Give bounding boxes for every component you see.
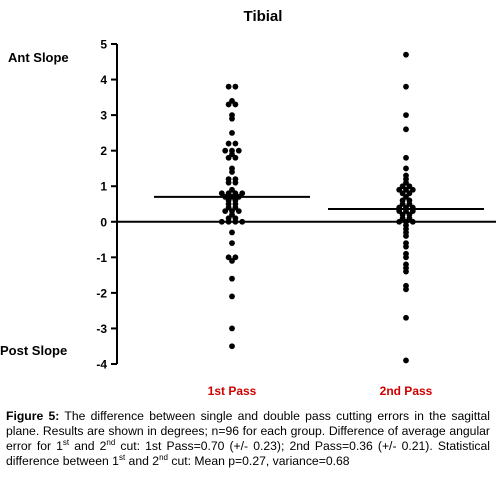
data-point bbox=[403, 51, 409, 58]
chart-title: Tibial bbox=[243, 8, 283, 25]
data-point bbox=[396, 218, 403, 225]
data-point bbox=[222, 208, 229, 215]
data-point bbox=[232, 101, 239, 108]
scatter-plot: 5 4 3 2 1 0 -1 -2 -3 -4 1st Pass 2nd Pass bbox=[96, 38, 496, 398]
data-point bbox=[235, 147, 242, 154]
data-point bbox=[403, 286, 409, 293]
y-tick-label: -3 bbox=[96, 322, 107, 336]
data-point bbox=[229, 115, 235, 122]
ant-slope-label: Ant Slope bbox=[8, 50, 69, 65]
x-category-label: 2nd Pass bbox=[380, 384, 433, 398]
data-point bbox=[403, 268, 409, 275]
x-category-label: 1st Pass bbox=[208, 384, 257, 398]
data-point bbox=[232, 140, 239, 147]
data-point bbox=[235, 208, 242, 215]
y-tick-label: -2 bbox=[96, 286, 107, 300]
y-tick-label: 4 bbox=[100, 73, 107, 87]
data-point bbox=[229, 275, 235, 282]
data-point bbox=[225, 140, 232, 147]
y-tick-label: -4 bbox=[96, 358, 107, 372]
chart-area: Tibial Ant Slope Post Slope 5 4 3 2 1 0 -1 -2 -3… bbox=[0, 8, 496, 398]
data-point bbox=[403, 165, 409, 172]
data-point bbox=[229, 325, 235, 332]
data-point bbox=[403, 254, 409, 261]
data-point bbox=[218, 218, 225, 225]
data-point bbox=[239, 218, 246, 225]
data-point bbox=[225, 101, 232, 108]
data-point bbox=[403, 357, 409, 364]
data-point bbox=[403, 233, 409, 239]
y-tick-label: -1 bbox=[96, 251, 107, 265]
y-tick-label: 3 bbox=[100, 109, 107, 123]
data-point bbox=[403, 154, 409, 161]
y-tick-label: 2 bbox=[100, 144, 107, 158]
y-tick-label: 5 bbox=[100, 38, 107, 52]
data-point bbox=[403, 83, 409, 90]
figure-caption: Figure 5: The difference between single … bbox=[6, 409, 490, 469]
caption-label: Figure 5: bbox=[6, 409, 60, 423]
y-tick-label: 0 bbox=[100, 215, 107, 229]
data-point bbox=[229, 293, 235, 300]
data-point bbox=[225, 179, 232, 186]
data-point bbox=[229, 343, 235, 350]
data-point bbox=[222, 147, 229, 154]
data-point bbox=[229, 257, 235, 264]
data-point bbox=[225, 218, 232, 225]
data-point bbox=[232, 179, 239, 186]
post-slope-label: Post Slope bbox=[0, 343, 68, 358]
data-point bbox=[229, 240, 235, 247]
data-point bbox=[409, 218, 416, 225]
data-point bbox=[229, 229, 235, 236]
data-point bbox=[225, 83, 232, 90]
data-point bbox=[403, 243, 409, 250]
y-tick-label: 1 bbox=[100, 180, 107, 194]
data-point bbox=[403, 126, 409, 133]
caption-text: The difference between single and double… bbox=[6, 409, 490, 468]
data-point bbox=[403, 112, 409, 119]
data-point bbox=[229, 169, 235, 175]
data-point bbox=[232, 218, 239, 225]
data-point bbox=[232, 154, 239, 161]
data-point bbox=[403, 314, 409, 321]
data-point bbox=[229, 129, 235, 136]
data-point bbox=[232, 83, 239, 90]
data-point bbox=[225, 154, 232, 161]
